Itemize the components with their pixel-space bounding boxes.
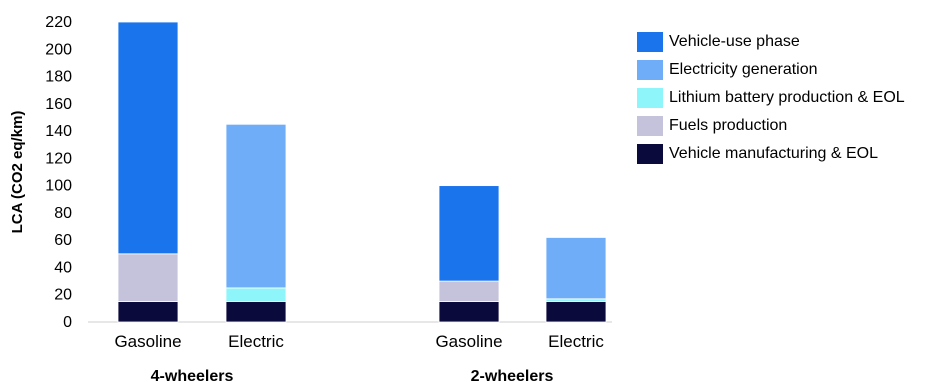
x-tick-label: Electric [228,332,284,351]
y-tick-label: 80 [54,205,72,222]
group-label: 4-wheelers [151,368,234,382]
y-tick-label: 0 [63,314,72,331]
y-tick-label: 120 [45,150,72,167]
y-tick-label: 40 [54,259,72,276]
y-axis-label: LCA (CO2 eq/km) [9,111,26,234]
y-tick-label: 100 [45,178,72,195]
bar-segment-vehicle-manufacturing-eol [438,301,500,323]
bar-segment-fuels-production [117,253,179,302]
legend-label: Lithium battery production & EOL [669,89,905,106]
legend-item: Lithium battery production & EOL [637,84,905,112]
legend-item: Vehicle-use phase [637,28,905,56]
group-label: 2-wheelers [471,368,554,382]
bar-segment-vehicle-manufacturing-eol [117,301,179,323]
bar-segment-vehicle-manufacturing-eol [225,301,287,323]
bar-segment-vehicle-use-phase [438,185,500,282]
x-tick-label: Electric [548,332,604,351]
bar-segment-vehicle-use-phase [117,21,179,255]
y-tick-label: 160 [45,96,72,113]
legend-swatch [637,32,663,52]
x-tick-label: Gasoline [114,332,181,351]
y-tick-label: 220 [45,14,72,31]
legend-item: Electricity generation [637,56,905,84]
chart-legend: Vehicle-use phase Electricity generation L… [637,28,905,168]
legend-item: Fuels production [637,112,905,140]
bar-segment-electricity-generation [545,237,607,300]
legend-swatch [637,60,663,80]
bar-segment-electricity-generation [225,123,287,289]
legend-item: Vehicle manufacturing & EOL [637,140,905,168]
y-tick-label: 180 [45,69,72,86]
y-tick-label: 140 [45,123,72,140]
legend-swatch [637,88,663,108]
bar-segment-lithium-battery-production-eol [545,298,607,302]
legend-label: Electricity generation [669,61,818,78]
legend-label: Vehicle manufacturing & EOL [669,145,879,162]
bar-segment-lithium-battery-production-eol [225,287,287,302]
y-tick-label: 60 [54,232,72,249]
legend-label: Fuels production [669,117,788,134]
x-tick-label: Gasoline [435,332,502,351]
bar-segment-fuels-production [438,280,500,302]
y-tick-label: 200 [45,41,72,58]
bar-segment-vehicle-manufacturing-eol [545,301,607,323]
legend-swatch [637,116,663,136]
y-tick-label: 20 [54,287,72,304]
legend-label: Vehicle-use phase [669,33,800,50]
legend-swatch [637,144,663,164]
